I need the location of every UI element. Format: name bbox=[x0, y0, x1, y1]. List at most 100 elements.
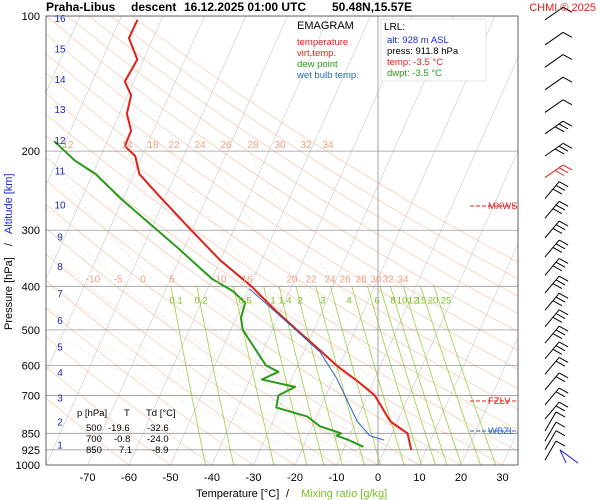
wind-barb bbox=[544, 387, 569, 406]
wind-barb bbox=[544, 309, 569, 328]
barb-staff bbox=[544, 292, 560, 311]
dry-adiabat-label: 16 bbox=[241, 274, 253, 285]
ytick-label: 300 bbox=[22, 225, 40, 237]
barb-staff bbox=[544, 99, 564, 113]
barb-staff bbox=[544, 239, 560, 258]
ytick-label: 1000 bbox=[16, 460, 40, 472]
wind-barb bbox=[544, 325, 569, 344]
barb-feather bbox=[562, 142, 573, 149]
barb-staff bbox=[544, 181, 560, 199]
barb-staff bbox=[544, 275, 560, 294]
xtick-label: 20 bbox=[455, 472, 467, 484]
dry-adiabat-label: 28 bbox=[355, 274, 367, 285]
mixing-ratio-label: 1 bbox=[270, 295, 275, 306]
barb-feather bbox=[555, 440, 566, 447]
dry-adiabat-label: 26 bbox=[339, 274, 351, 285]
dry-adiabat-label: 12 bbox=[62, 140, 74, 151]
moist-adiabat bbox=[86, 151, 462, 465]
table-r1-td: -32.6 bbox=[147, 423, 169, 434]
level-label-wbzl: WBZL bbox=[488, 426, 514, 437]
dry-adiabat-label: -5 bbox=[114, 274, 123, 285]
dry-adiabat bbox=[46, 52, 518, 370]
barb-feather bbox=[552, 228, 563, 234]
ytick-label: 850 bbox=[22, 428, 40, 440]
xtick-label: 10 bbox=[413, 472, 425, 484]
isotherm bbox=[46, 16, 247, 465]
wind-barb bbox=[544, 411, 566, 432]
barb-feather bbox=[558, 145, 569, 152]
xlabel-temperature: Temperature [°C] bbox=[196, 488, 279, 500]
ylabel-separator: / bbox=[3, 242, 15, 246]
barb-feather bbox=[558, 341, 569, 348]
barb-feather bbox=[552, 208, 563, 215]
ylabel-pressure: Pressure [hPa] bbox=[3, 257, 15, 330]
barb-feather bbox=[562, 99, 573, 106]
barb-staff bbox=[544, 258, 560, 276]
mixing-ratio-label: 6 bbox=[374, 295, 379, 306]
wind-barb bbox=[544, 258, 569, 276]
barb-feather bbox=[555, 360, 566, 367]
barb-feather bbox=[555, 345, 566, 352]
wind-barb-surface bbox=[559, 449, 579, 464]
lrl-alt: alt: 928 m ASL bbox=[387, 35, 449, 46]
table-r3-td: -8.9 bbox=[152, 445, 168, 456]
legend-title: EMAGRAM bbox=[297, 20, 354, 32]
dry-adiabat bbox=[131, 16, 518, 263]
isotherm bbox=[128, 16, 330, 465]
barb-staff bbox=[544, 387, 560, 406]
wind-barb bbox=[544, 440, 566, 461]
ytick-label: 100 bbox=[22, 11, 40, 23]
label-layer: MXWSFZLVWBZL1002003004005006007008509251… bbox=[16, 11, 518, 484]
mixing-ratio-label: 15 bbox=[416, 295, 427, 306]
ytick-label: 500 bbox=[22, 325, 40, 337]
dry-adiabat bbox=[46, 33, 518, 351]
altitude-tick: 16 bbox=[54, 14, 66, 25]
isotherm bbox=[87, 16, 288, 465]
barb-feather bbox=[558, 372, 569, 379]
isotherm bbox=[46, 16, 81, 94]
wind-barb bbox=[544, 76, 573, 91]
ytick-label: 700 bbox=[22, 390, 40, 402]
barb-staff bbox=[544, 6, 564, 21]
lrl-box: LRL: alt: 928 m ASL press: 911.8 hPa tem… bbox=[380, 18, 487, 82]
mixing-ratio-label: 0.2 bbox=[194, 295, 207, 306]
xlabel-mixing: Mixing ratio [g/kg] bbox=[301, 488, 387, 500]
barb-feather bbox=[555, 279, 566, 286]
mixing-ratio-label: 0.5 bbox=[238, 295, 251, 306]
barb-feather bbox=[558, 123, 569, 130]
mixing-ratio-label: 8 bbox=[390, 295, 395, 306]
barb-feather bbox=[562, 76, 573, 83]
wind-barb bbox=[544, 142, 573, 157]
barb-feather bbox=[562, 164, 573, 171]
barb-feather bbox=[558, 325, 569, 332]
barb-feather bbox=[558, 258, 569, 264]
dry-adiabat-label: 30 bbox=[274, 140, 286, 151]
mixing-ratio-label: 4 bbox=[346, 295, 351, 306]
series-dew-point bbox=[53, 140, 364, 448]
wind-barb bbox=[544, 164, 573, 178]
dry-adiabat-label: 28 bbox=[247, 140, 259, 151]
mixing-ratio-label: 12 bbox=[408, 295, 419, 306]
barb-feather bbox=[554, 126, 565, 133]
barb-feather bbox=[558, 239, 569, 246]
barb-staff bbox=[544, 325, 560, 344]
isotherm bbox=[460, 336, 518, 465]
ytick-label: 925 bbox=[22, 445, 40, 457]
wind-barb bbox=[544, 356, 569, 375]
dry-adiabat bbox=[110, 16, 518, 280]
barb-staff bbox=[544, 372, 560, 391]
altitude-tick: 1 bbox=[57, 440, 63, 451]
barb-feather bbox=[555, 430, 566, 437]
legend-wet-bulb: wet bulb temp. bbox=[296, 70, 359, 81]
barb-feather bbox=[555, 376, 566, 383]
barb-feather bbox=[555, 204, 566, 211]
wind-barb bbox=[544, 239, 569, 258]
barb-feather bbox=[558, 387, 569, 394]
barb-staff bbox=[544, 120, 564, 135]
xtick-label: -10 bbox=[329, 472, 345, 484]
legend-virt-temp: virt.temp. bbox=[297, 48, 336, 59]
wind-barb bbox=[544, 120, 573, 135]
barb-staff bbox=[559, 449, 579, 464]
altitude-tick: 11 bbox=[55, 167, 66, 178]
